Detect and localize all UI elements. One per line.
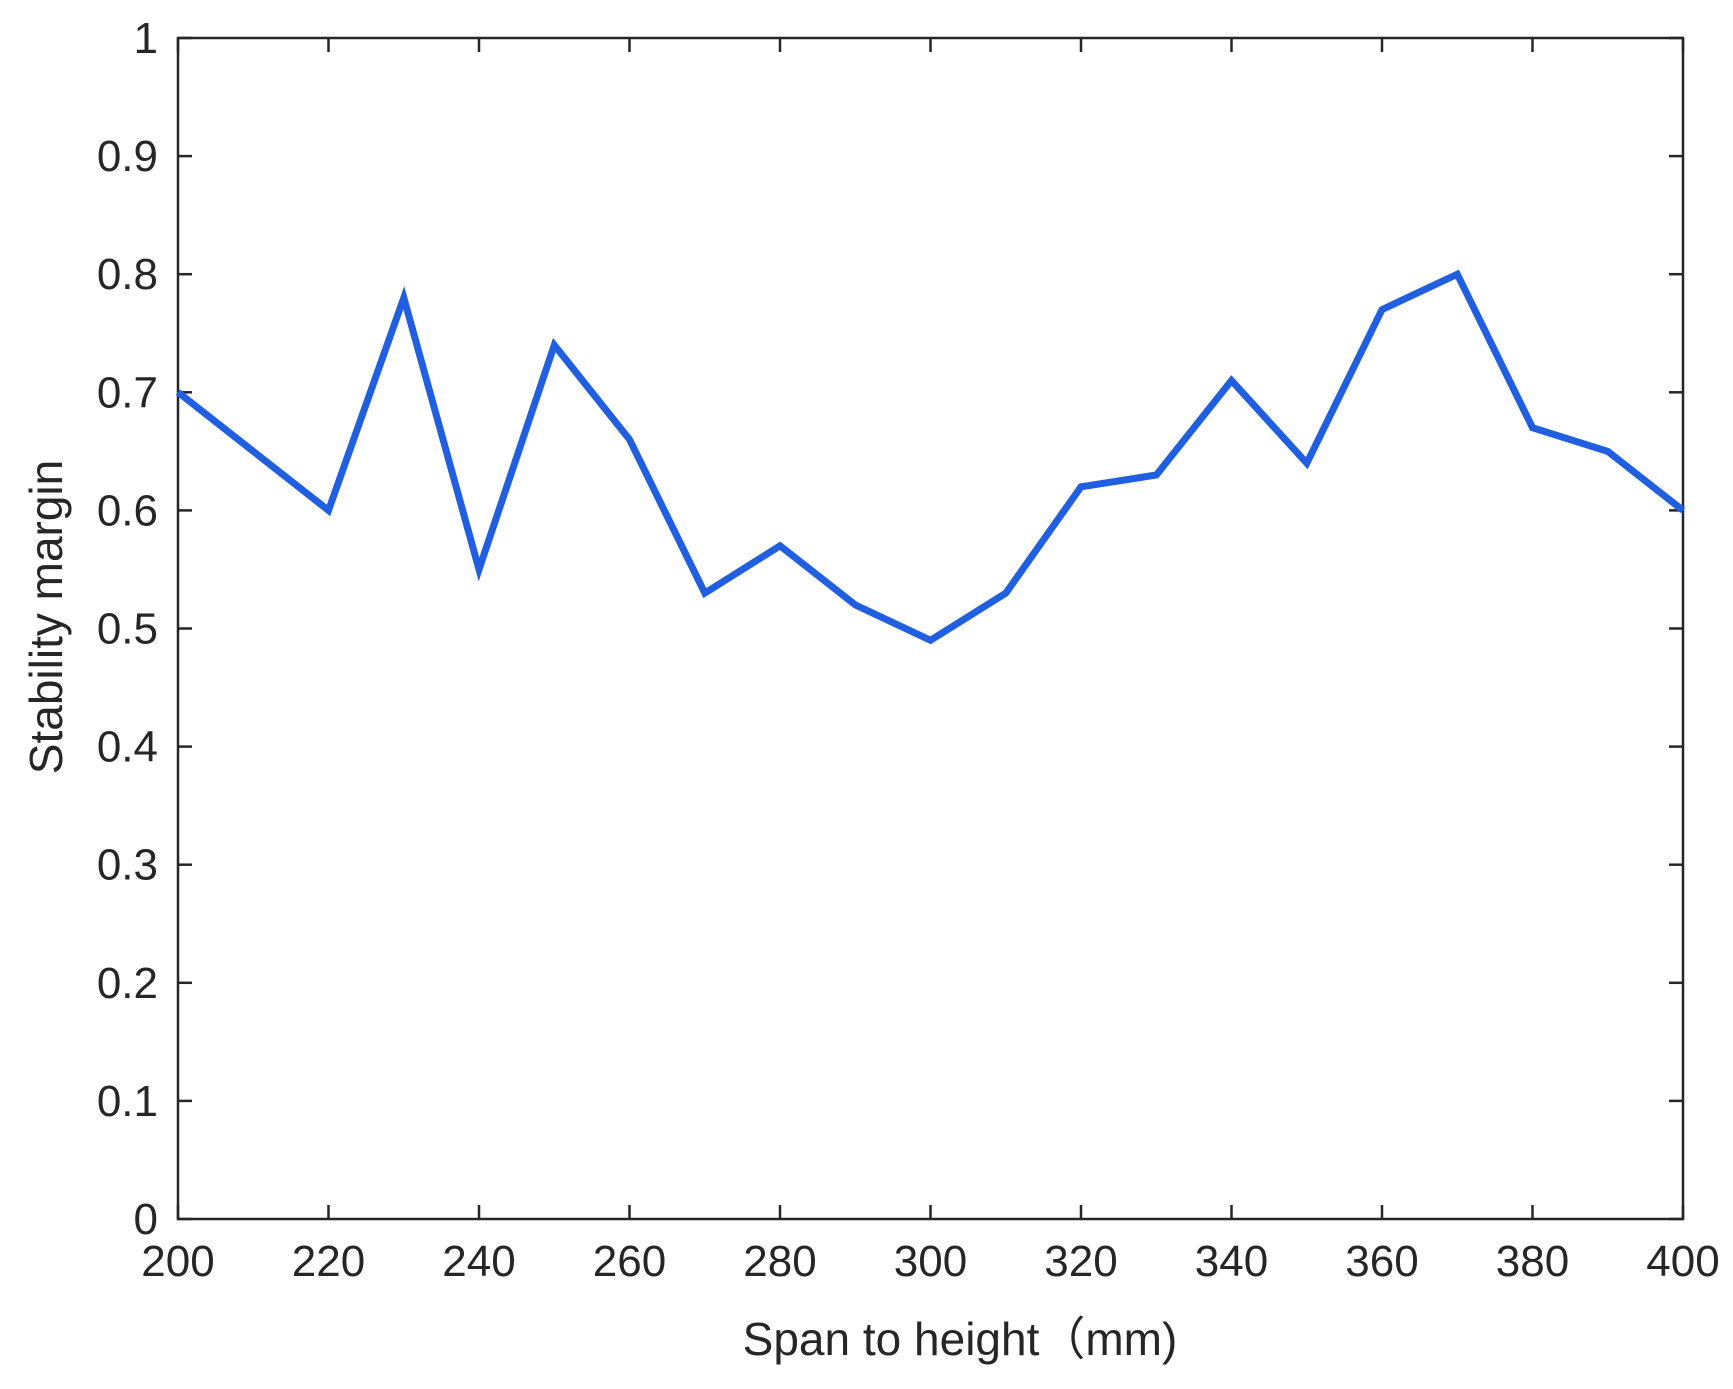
data-point	[1155, 474, 1157, 476]
y-tick-label: 0.5	[97, 605, 158, 654]
data-point	[629, 439, 630, 441]
data-point	[1080, 486, 1082, 488]
y-tick-label: 0.2	[97, 959, 158, 1008]
data-point	[553, 344, 555, 346]
data-point	[1381, 309, 1383, 311]
y-tick-label: 0.1	[97, 1077, 158, 1126]
data-series	[175, 269, 1686, 645]
x-tick-label: 260	[593, 1237, 666, 1286]
x-tick-label: 360	[1345, 1237, 1418, 1286]
y-tick-label: 0.9	[97, 132, 158, 181]
data-point	[1456, 273, 1458, 275]
x-tick-label: 320	[1044, 1237, 1117, 1286]
data-point	[1682, 509, 1684, 511]
data-point	[1005, 592, 1007, 594]
data-point	[1532, 427, 1533, 429]
y-tick-label: 0	[134, 1195, 158, 1244]
data-point	[403, 297, 405, 299]
y-tick-label: 0.4	[97, 723, 158, 772]
x-tick-label: 200	[141, 1237, 214, 1286]
y-tick-label: 0.7	[97, 368, 158, 417]
data-point	[1231, 379, 1232, 381]
plot-frame	[176, 36, 1685, 1221]
y-tick-label: 0.6	[97, 486, 158, 535]
x-tick-label: 380	[1496, 1237, 1569, 1286]
data-point	[779, 545, 781, 547]
data-point	[1306, 462, 1308, 464]
x-tick-label: 220	[292, 1237, 365, 1286]
data-point	[328, 509, 329, 511]
data-point	[704, 592, 706, 594]
axis-tick-labels: 200 220 240 260 280 300 320 340 360 380 400 0 0.1 0.2…	[97, 14, 1720, 1286]
data-point	[478, 568, 480, 570]
y-tick-label: 0.3	[97, 841, 158, 890]
data-point	[930, 639, 931, 641]
y-tick-label: 0.8	[97, 250, 158, 299]
x-tick-label: 300	[894, 1237, 967, 1286]
series-line	[175, 269, 1686, 645]
x-tick-label: 400	[1646, 1237, 1719, 1286]
y-tick-label: 1	[134, 14, 158, 63]
x-tick-label: 340	[1195, 1237, 1268, 1286]
x-tick-label: 280	[743, 1237, 816, 1286]
x-axis-title: Span to height（mm)	[743, 1313, 1178, 1365]
plot-area-border	[176, 36, 1685, 1221]
y-axis-title: Stability margin	[20, 460, 72, 774]
data-point	[177, 391, 179, 393]
data-point	[1607, 450, 1609, 452]
x-tick-label: 240	[442, 1237, 515, 1286]
axis-ticks	[176, 36, 1685, 1221]
data-point	[854, 604, 856, 606]
